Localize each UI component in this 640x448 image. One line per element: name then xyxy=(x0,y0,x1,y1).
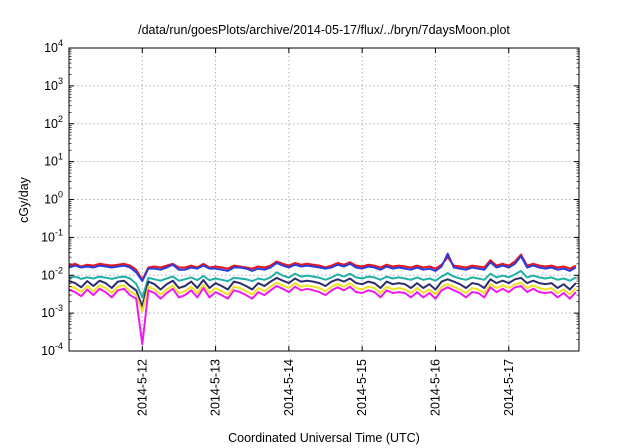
y-tick-label: 103 xyxy=(44,76,63,93)
y-tick-label-base: 10 xyxy=(44,79,58,93)
y-axis-label: cGy/day xyxy=(17,176,31,223)
y-tick-label-base: 10 xyxy=(41,344,55,358)
x-tick-label: 2014-5-14 xyxy=(282,359,296,416)
y-tick-label: 100 xyxy=(44,190,63,207)
x-tick-label: 2014-5-16 xyxy=(428,359,442,416)
x-tick-label: 2014-5-12 xyxy=(135,359,149,416)
y-tick-label: 104 xyxy=(44,38,63,55)
y-tick-label: 10-4 xyxy=(41,341,63,358)
y-tick-label-base: 10 xyxy=(44,117,58,131)
series-line xyxy=(68,253,577,281)
y-tick-label-base: 10 xyxy=(41,230,55,244)
series-line xyxy=(68,269,577,299)
x-axis-ticks: 2014-5-12 2014-5-13 2014-5-14 2014-5-15 2014… xyxy=(135,48,516,416)
x-tick-label: 2014-5-15 xyxy=(355,359,369,416)
y-tick-label: 10-3 xyxy=(41,303,63,320)
y-tick-label-base: 10 xyxy=(44,155,58,169)
y-tick-label-exponent: 4 xyxy=(58,38,63,48)
y-tick-label-exponent: -2 xyxy=(55,265,63,275)
y-tick-label-exponent: 3 xyxy=(58,76,63,86)
y-tick-label: 101 xyxy=(44,152,63,169)
y-tick-label-exponent: -4 xyxy=(55,341,63,351)
x-tick-label: 2014-5-13 xyxy=(209,359,223,416)
y-tick-label-exponent: 0 xyxy=(58,190,63,200)
y-tick-label-exponent: -1 xyxy=(55,227,63,237)
series-line xyxy=(68,276,577,308)
y-tick-label: 10-1 xyxy=(41,227,63,244)
y-tick-label: 102 xyxy=(44,114,63,131)
y-tick-label-base: 10 xyxy=(41,268,55,282)
series-line xyxy=(68,252,577,283)
y-tick-label-exponent: 2 xyxy=(58,114,63,124)
y-tick-label-base: 10 xyxy=(44,193,58,207)
x-axis-label: Coordinated Universal Time (UTC) xyxy=(228,431,420,445)
y-tick-label-base: 10 xyxy=(41,306,55,320)
y-tick-label-exponent: 1 xyxy=(58,152,63,162)
y-tick-label: 10-2 xyxy=(41,265,63,282)
grid-lines xyxy=(69,48,579,351)
series-line xyxy=(68,285,577,346)
y-tick-label-exponent: -3 xyxy=(55,303,63,313)
series-layer xyxy=(68,252,577,346)
chart-title: /data/run/goesPlots/archive/2014-05-17/f… xyxy=(138,23,510,37)
y-tick-label-base: 10 xyxy=(44,41,58,55)
series-line xyxy=(68,281,577,313)
x-tick-label: 2014-5-17 xyxy=(502,359,516,416)
